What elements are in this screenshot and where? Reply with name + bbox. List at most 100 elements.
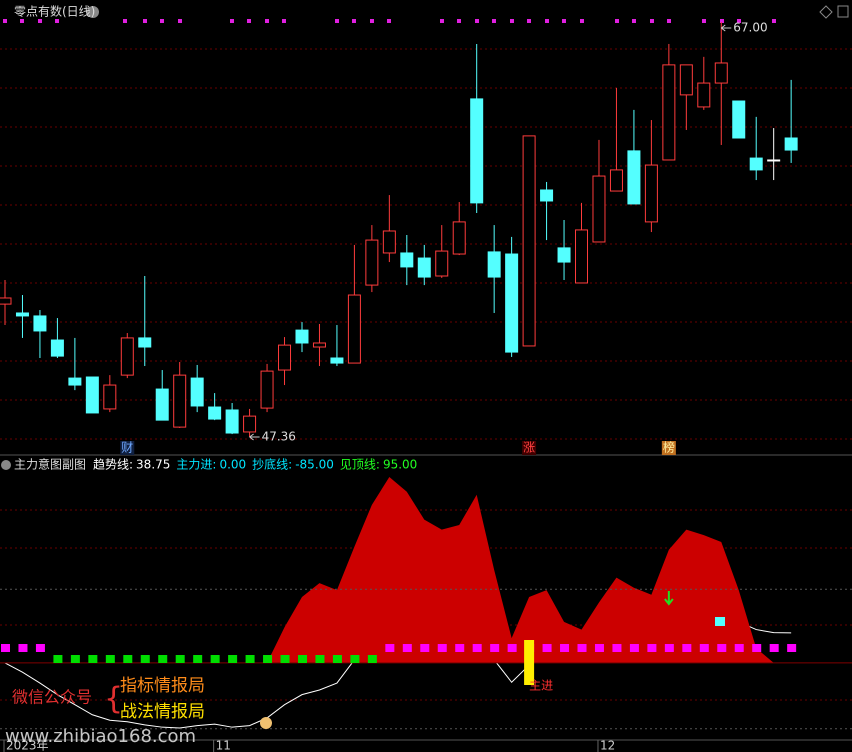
- candle-body: [365, 239, 379, 286]
- signal-dot: [667, 19, 671, 23]
- x-tick-label: 2023年: [6, 739, 49, 752]
- signal-dot: [55, 19, 59, 23]
- signal-dot: [632, 19, 636, 23]
- legend-value: 95.00: [383, 458, 417, 472]
- watermark-brace: {: [104, 682, 123, 717]
- status-square: [158, 655, 168, 663]
- status-square: [350, 655, 360, 663]
- dropdown-icon[interactable]: [87, 6, 99, 18]
- candle-body: [697, 82, 711, 108]
- watermark-line: 指标情报局: [120, 676, 205, 696]
- x-tick-label: 12: [600, 739, 615, 752]
- candle-body: [243, 415, 257, 433]
- candle-body: [400, 252, 414, 268]
- signal-dot: [720, 19, 724, 23]
- signal-dot: [615, 19, 619, 23]
- candle-body: [382, 230, 396, 254]
- candle-body: [609, 169, 623, 192]
- status-square: [228, 655, 238, 663]
- signal-dot: [457, 19, 461, 23]
- candle-body: [260, 370, 274, 409]
- status-square: [1, 644, 10, 652]
- signal-dot: [475, 19, 479, 23]
- candle-body: [784, 137, 798, 151]
- candle-body: [330, 357, 344, 364]
- candle-body: [417, 257, 431, 278]
- candle-body: [644, 164, 658, 223]
- status-square: [682, 644, 692, 652]
- signal-dot: [20, 19, 24, 23]
- candle-body: [15, 312, 29, 317]
- price-arrow: [720, 24, 732, 32]
- signal-dot: [440, 19, 444, 23]
- status-square: [35, 644, 45, 652]
- status-square: [70, 655, 80, 663]
- signal-bar: [524, 640, 535, 685]
- signal-dot: [370, 19, 374, 23]
- candle-body: [68, 377, 82, 386]
- legend-label: 趋势线:: [93, 458, 133, 472]
- status-square: [263, 655, 273, 663]
- marker-bg: [120, 441, 135, 455]
- signal-dot: [335, 19, 339, 23]
- signal-dot: [580, 19, 584, 23]
- legend-label: 见顶线:: [340, 458, 380, 472]
- legend-value: -85.00: [295, 458, 334, 472]
- status-square: [88, 655, 98, 663]
- candle-body: [767, 159, 781, 162]
- candle-body: [435, 250, 449, 277]
- status-square: [245, 655, 255, 663]
- status-square: [210, 655, 220, 663]
- candle-body: [190, 377, 204, 407]
- main-force-area: [267, 476, 774, 663]
- cyan-marker: [715, 617, 725, 626]
- price-label: 47.36: [262, 430, 296, 444]
- status-square: [53, 655, 63, 663]
- diamond-icon[interactable]: [819, 5, 833, 19]
- candle-body: [347, 294, 361, 364]
- watermark-url: www.zhibiao168.com: [5, 726, 196, 747]
- candle-body: [714, 62, 728, 84]
- signal-dot: [772, 19, 776, 23]
- status-square: [123, 655, 133, 663]
- candle-body: [522, 135, 536, 347]
- legend-value: 0.00: [219, 458, 246, 472]
- signal-dot: [178, 19, 182, 23]
- status-square: [332, 655, 342, 663]
- marker: 榜: [663, 440, 675, 455]
- status-square: [752, 644, 762, 652]
- candle-body: [540, 189, 554, 202]
- candle-body: [575, 229, 589, 284]
- status-square: [542, 644, 552, 652]
- status-square: [402, 644, 412, 652]
- status-square: [280, 655, 290, 663]
- status-square: [385, 644, 395, 652]
- candle-body: [138, 337, 152, 348]
- candle-body: [85, 376, 99, 414]
- status-square: [315, 655, 325, 663]
- candle-body: [103, 384, 117, 410]
- status-square: [647, 644, 657, 652]
- candle-body: [295, 329, 309, 344]
- signal-dot: [510, 19, 514, 23]
- status-square: [105, 655, 115, 663]
- dropdown-icon[interactable]: [1, 460, 11, 470]
- candle-body: [120, 337, 134, 376]
- signal-dot: [492, 19, 496, 23]
- signal-dot: [527, 19, 531, 23]
- marker: 财: [121, 441, 133, 455]
- status-square: [699, 644, 709, 652]
- legend-value: 38.75: [136, 458, 170, 472]
- status-square: [717, 644, 727, 652]
- candle-body: [627, 150, 641, 205]
- candle-body: [487, 251, 501, 278]
- signal-dot: [38, 19, 42, 23]
- candle-body: [173, 374, 187, 428]
- signal-dot: [282, 19, 286, 23]
- price-label: 67.00: [733, 20, 767, 34]
- legend-label: 抄底线:: [252, 457, 292, 472]
- price-arrow: [249, 433, 260, 441]
- status-square: [664, 644, 674, 652]
- window-icon[interactable]: [837, 5, 849, 18]
